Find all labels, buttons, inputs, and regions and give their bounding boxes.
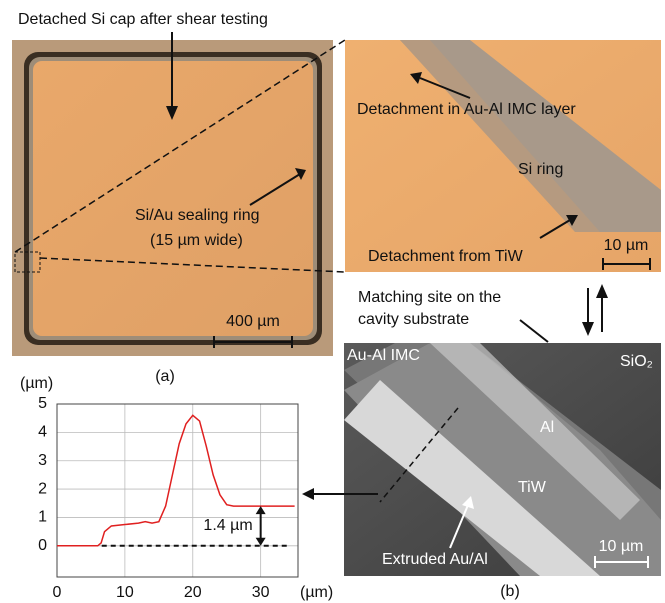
x-tick-label: 10 <box>116 584 134 601</box>
matching-label: Matching site on the <box>358 289 501 306</box>
ring-label: Si/Au sealing ring <box>135 207 260 224</box>
scale-bar-label: 10 µm <box>604 237 649 254</box>
plot-area <box>57 404 298 577</box>
x-tick-label: 30 <box>252 584 270 601</box>
arrowhead <box>302 488 314 500</box>
x-tick-label: 0 <box>53 584 62 601</box>
arrowhead <box>582 322 594 336</box>
matching-label: cavity substrate <box>358 311 469 328</box>
zoom-label: Detachment in Au-Al IMC layer <box>357 101 576 118</box>
profile-chart: 0 1 2 3 4 5 0 10 20 30 (µm) (µm) 1.4 µm <box>20 375 333 601</box>
sem-label: TiW <box>518 479 547 496</box>
y-tick-label: 5 <box>38 395 47 412</box>
zoom-label: Si ring <box>518 161 563 178</box>
figure: Detached Si cap after shear testing Si/A… <box>0 0 665 603</box>
ring-width: (15 µm wide) <box>150 232 243 249</box>
x-tick-label: 20 <box>184 584 202 601</box>
y-tick-label: 3 <box>38 452 47 469</box>
y-tick-label: 1 <box>38 509 47 526</box>
y-unit: (µm) <box>20 375 53 392</box>
y-tick-label: 4 <box>38 424 47 441</box>
x-unit: (µm) <box>300 584 333 601</box>
arrowhead <box>596 284 608 298</box>
sem-label: Au-Al IMC <box>347 347 420 364</box>
panel-label: (a) <box>155 368 175 385</box>
y-tick-label: 2 <box>38 480 47 497</box>
annotation: 1.4 µm <box>203 517 252 534</box>
caption: Detached Si cap after shear testing <box>18 11 268 28</box>
scale-bar-label: 10 µm <box>599 538 644 555</box>
sem-label: Al <box>540 419 554 436</box>
sem-label: SiO₂ <box>620 353 653 370</box>
y-tick-label: 0 <box>38 537 47 554</box>
panel-label: (b) <box>500 583 520 600</box>
sem-label: Extruded Au/Al <box>382 551 488 568</box>
zoom-label: Detachment from TiW <box>368 248 524 265</box>
scale-bar-label: 400 µm <box>226 313 280 330</box>
arrow <box>520 320 548 342</box>
